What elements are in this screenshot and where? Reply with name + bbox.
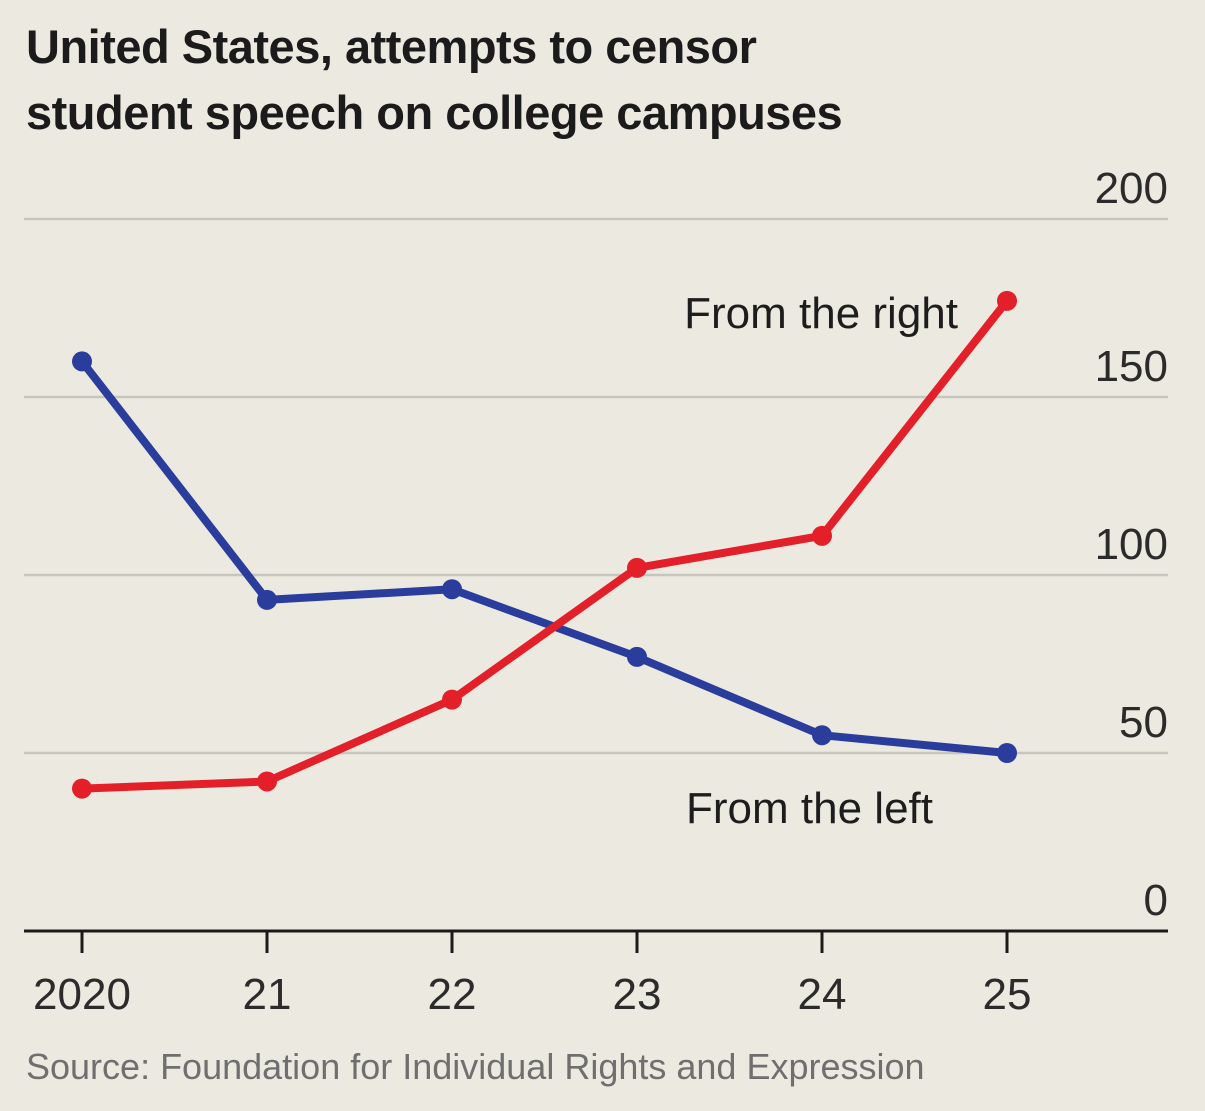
series-labels: From the right From the left bbox=[684, 289, 958, 833]
series-label-from-the-left: From the left bbox=[686, 784, 933, 833]
y-tick-label-200: 200 bbox=[1095, 164, 1168, 213]
series-line-from-the-right bbox=[78, 296, 1011, 793]
x-tick-label-23: 23 bbox=[613, 970, 662, 1019]
y-tick-label-100: 100 bbox=[1095, 520, 1168, 569]
data-point-from-the-right-23 bbox=[627, 557, 647, 578]
series-from-the-right bbox=[72, 290, 1017, 799]
y-axis-tick-labels: 0 50 100 150 200 bbox=[1095, 164, 1168, 925]
source-note: Source: Foundation for Individual Rights… bbox=[26, 1046, 925, 1087]
data-point-from-the-right-2020 bbox=[72, 778, 92, 799]
series-label-from-the-right: From the right bbox=[684, 289, 958, 338]
x-tick-label-24: 24 bbox=[798, 970, 847, 1019]
data-point-from-the-right-25 bbox=[997, 290, 1017, 311]
data-point-from-the-right-21 bbox=[257, 771, 277, 792]
x-tick-label-25: 25 bbox=[983, 970, 1032, 1019]
y-tick-label-150: 150 bbox=[1095, 342, 1168, 391]
x-axis: 2020 21 22 23 24 25 bbox=[24, 929, 1168, 1019]
data-point-from-the-right-22 bbox=[442, 689, 462, 710]
y-tick-label-50: 50 bbox=[1119, 698, 1168, 747]
gridlines bbox=[24, 217, 1168, 755]
x-tick-label-2020: 2020 bbox=[33, 970, 131, 1019]
data-point-from-the-left-24 bbox=[812, 725, 832, 746]
data-point-from-the-left-22 bbox=[442, 579, 462, 600]
series-line-from-the-left bbox=[78, 357, 1011, 757]
x-tick-label-21: 21 bbox=[243, 970, 292, 1019]
chart-title-line-1: United States, attempts to censor bbox=[26, 20, 757, 73]
data-point-from-the-left-21 bbox=[257, 589, 277, 610]
series-from-the-left bbox=[72, 351, 1017, 763]
data-point-from-the-right-24 bbox=[812, 525, 832, 546]
x-tick-label-22: 22 bbox=[428, 970, 477, 1019]
data-point-from-the-left-2020 bbox=[72, 351, 92, 372]
y-tick-label-0: 0 bbox=[1144, 876, 1168, 925]
data-point-from-the-left-25 bbox=[997, 743, 1017, 763]
data-point-from-the-left-23 bbox=[627, 646, 647, 667]
series-lines bbox=[72, 290, 1017, 799]
chart-title-line-2: student speech on college campuses bbox=[26, 86, 843, 139]
chart-title: United States, attempts to censor studen… bbox=[26, 14, 1176, 146]
